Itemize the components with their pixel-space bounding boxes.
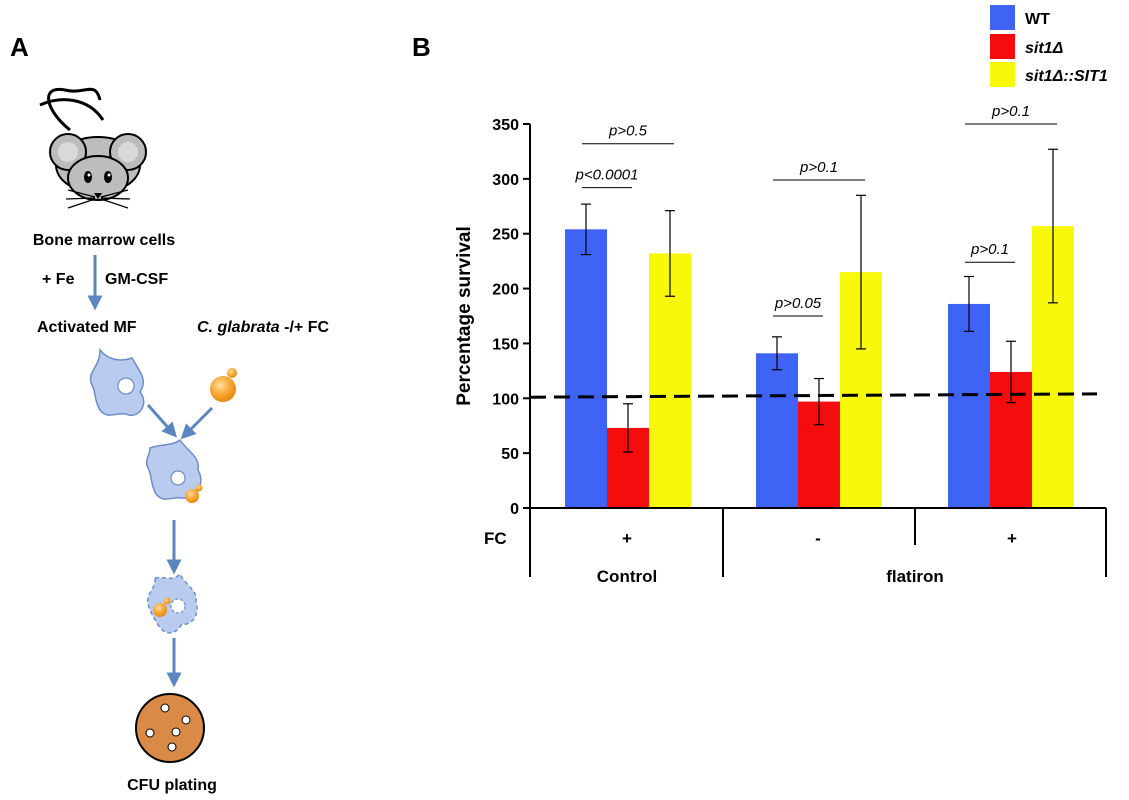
panel-a-label: A [10, 32, 29, 62]
p-value-label: p>0.1 [799, 159, 838, 176]
arrow-diagonal [180, 406, 214, 440]
legend-swatch [990, 34, 1015, 59]
glabrata-fc: -/+ FC [280, 319, 330, 336]
y-tick-label: 300 [492, 172, 519, 189]
p-value-label: p>0.5 [608, 123, 648, 140]
legend-label: WT [1025, 11, 1050, 28]
y-axis-title: Percentage survival [454, 226, 475, 406]
y-tick-label: 0 [510, 501, 519, 518]
group-label: Control [597, 567, 657, 586]
panel-a-workflow: A Bone marrow cells + Fe GM-CSF Activate… [10, 32, 329, 794]
bar [756, 353, 798, 508]
infected-macrophage-icon [145, 438, 203, 503]
lysed-macrophage-icon [147, 572, 198, 634]
bone-marrow-label: Bone marrow cells [33, 232, 175, 249]
activated-mf-label: Activated MF [37, 319, 137, 336]
glabrata-label: C. glabrata -/+ FC [197, 319, 329, 336]
fe-label: + Fe [42, 271, 75, 288]
y-tick-label: 150 [492, 336, 519, 353]
bars [529, 148, 1098, 508]
group-label: flatiron [886, 567, 944, 586]
glabrata-species: C. glabrata [197, 319, 280, 336]
fc-row-label: FC [484, 529, 507, 548]
bar [565, 229, 607, 508]
y-axis: 0 50 100 150 200 250 300 350 Percentage survival [454, 117, 531, 518]
arrow-diagonal [146, 404, 177, 438]
cfu-plating-label: CFU plating [127, 777, 217, 794]
p-value-label: p>0.05 [774, 295, 822, 312]
y-tick-label: 100 [492, 391, 519, 408]
legend-label: sit1Δ [1025, 40, 1064, 57]
p-value-label: p>0.1 [991, 103, 1030, 120]
bar [948, 303, 990, 508]
gmcsf-label: GM-CSF [105, 271, 168, 288]
annotations: p<0.0001 p>0.5 p>0.05 p>0.1 p>0.1 p>0.1 [575, 103, 1057, 317]
legend-label: sit1Δ::SIT1 [1025, 68, 1108, 85]
x-axis: FC + - + Control flatiron [484, 507, 1107, 586]
p-value-label: p>0.1 [970, 241, 1009, 258]
panel-b-label: B [412, 32, 431, 62]
yeast-cell-icon [210, 368, 237, 402]
macrophage-icon [89, 347, 145, 417]
y-tick-label: 200 [492, 282, 519, 299]
y-tick-label: 50 [501, 446, 519, 463]
y-tick-label: 350 [492, 117, 519, 134]
mouse-icon [39, 87, 147, 209]
petri-plate-icon [135, 693, 205, 763]
x-tick-label: + [1007, 529, 1017, 548]
legend-swatch [990, 5, 1015, 30]
x-tick-label: + [622, 529, 632, 548]
x-tick-label: - [815, 529, 821, 548]
legend-swatch [990, 62, 1015, 87]
y-tick-label: 250 [492, 227, 519, 244]
p-value-label: p<0.0001 [575, 167, 639, 184]
